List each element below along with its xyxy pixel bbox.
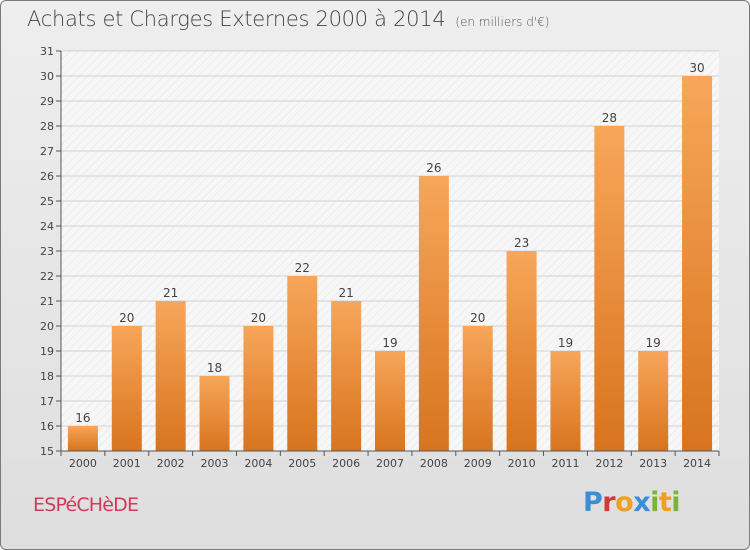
chart-title: Achats et Charges Externes 2000 à 2014 (e…: [27, 7, 550, 31]
logo-letter: i: [650, 487, 659, 518]
bar: [550, 351, 581, 451]
x-tick-label: 2006: [332, 457, 360, 470]
y-tick-label: 15: [40, 445, 54, 458]
bar-value-label: 20: [251, 311, 266, 325]
x-tick-label: 2004: [244, 457, 272, 470]
chart-unit-label: (en milliers d'€): [455, 15, 550, 29]
x-tick-label: 2001: [113, 457, 141, 470]
logo-letter: r: [602, 487, 616, 518]
bar-value-label: 23: [514, 236, 529, 250]
bar: [682, 76, 713, 451]
y-tick-label: 18: [40, 370, 54, 383]
logo-letter: i: [671, 487, 681, 518]
x-tick-label: 2007: [376, 457, 404, 470]
y-tick-label: 20: [40, 320, 54, 333]
y-tick-label: 26: [40, 170, 54, 183]
x-tick-label: 2010: [508, 457, 536, 470]
bar-value-label: 20: [119, 311, 134, 325]
y-tick-label: 19: [40, 345, 54, 358]
bar-value-label: 28: [602, 111, 617, 125]
x-tick-label: 2008: [420, 457, 448, 470]
y-tick-label: 22: [40, 270, 54, 283]
x-tick-label: 2003: [201, 457, 229, 470]
bar-value-label: 20: [470, 311, 485, 325]
x-tick-label: 2002: [157, 457, 185, 470]
bar-value-label: 16: [75, 411, 90, 425]
bar-value-label: 26: [426, 161, 441, 175]
y-tick-label: 31: [40, 45, 54, 58]
bar: [506, 251, 537, 451]
bar: [594, 126, 625, 451]
y-tick-label: 25: [40, 195, 54, 208]
logo-letter: t: [658, 487, 672, 518]
x-tick-label: 2012: [595, 457, 623, 470]
y-tick-label: 23: [40, 245, 54, 258]
logo-letter: x: [633, 487, 651, 518]
bar-value-label: 22: [295, 261, 310, 275]
bar-value-label: 19: [382, 336, 397, 350]
bar: [199, 376, 230, 451]
y-tick-label: 27: [40, 145, 54, 158]
y-tick-label: 30: [40, 70, 54, 83]
x-tick-label: 2011: [551, 457, 579, 470]
logo-letter: P: [583, 487, 603, 518]
bar: [331, 301, 362, 451]
x-tick-label: 2009: [464, 457, 492, 470]
y-tick-label: 21: [40, 295, 54, 308]
logo-letter: o: [615, 487, 634, 518]
bar-value-label: 19: [646, 336, 661, 350]
x-tick-label: 2005: [288, 457, 316, 470]
bar: [287, 276, 318, 451]
bar: [111, 326, 142, 451]
place-name: ESPéCHèDE: [33, 494, 139, 516]
bar: [462, 326, 493, 451]
y-tick-label: 28: [40, 120, 54, 133]
bar-value-label: 21: [163, 286, 178, 300]
bar: [243, 326, 274, 451]
y-tick-label: 17: [40, 395, 54, 408]
bar-value-label: 19: [558, 336, 573, 350]
x-tick-label: 2014: [683, 457, 711, 470]
y-tick-label: 29: [40, 95, 54, 108]
bar: [155, 301, 186, 451]
y-tick-label: 16: [40, 420, 54, 433]
bar: [67, 426, 98, 451]
bar-value-label: 18: [207, 361, 222, 375]
bar: [638, 351, 669, 451]
bar-value-label: 21: [338, 286, 353, 300]
y-tick-label: 24: [40, 220, 54, 233]
bar: [418, 176, 449, 451]
proxiti-logo: Proxiti: [583, 487, 681, 518]
x-tick-label: 2000: [69, 457, 97, 470]
x-tick-label: 2013: [639, 457, 667, 470]
bar-value-label: 30: [689, 61, 704, 75]
bar: [375, 351, 405, 451]
